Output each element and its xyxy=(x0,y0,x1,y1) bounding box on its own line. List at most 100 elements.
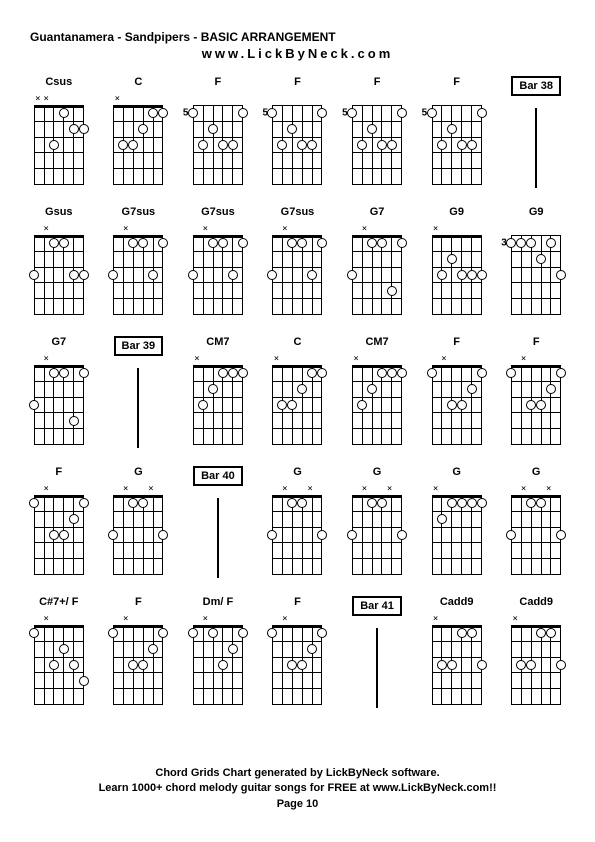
fretboard: 5 xyxy=(272,105,322,185)
chord-diagram: × xyxy=(31,484,87,575)
chord-diagram: 5 xyxy=(349,94,405,185)
finger-dot xyxy=(158,238,168,248)
bar-line xyxy=(137,368,139,448)
finger-dot xyxy=(59,530,69,540)
finger-dot xyxy=(457,498,467,508)
finger-dot xyxy=(138,238,148,248)
finger-dot xyxy=(477,270,487,280)
chord-name: G xyxy=(373,466,382,480)
finger-dot xyxy=(267,530,277,540)
string-marks: ×× xyxy=(272,484,322,494)
chord-diagram: 5 xyxy=(269,94,325,185)
finger-dot xyxy=(267,108,277,118)
finger-dot xyxy=(198,140,208,150)
finger-dot xyxy=(79,676,89,686)
finger-dot xyxy=(118,140,128,150)
chord-cell: CM7× xyxy=(184,336,252,456)
finger-dot xyxy=(457,628,467,638)
finger-dot xyxy=(536,400,546,410)
chord-cell: G7sus× xyxy=(184,206,252,326)
string-marks: × xyxy=(34,224,84,234)
chord-diagram: 5 xyxy=(190,94,246,185)
bar-marker-cell: Bar 40 xyxy=(184,466,252,586)
chord-cell: F5 xyxy=(184,76,252,196)
chord-cell: G93 xyxy=(502,206,570,326)
finger-dot xyxy=(108,628,118,638)
fretboard xyxy=(352,365,402,445)
chord-cell: F5 xyxy=(423,76,491,196)
finger-dot xyxy=(79,124,89,134)
finger-dot xyxy=(297,238,307,248)
chord-diagram: × xyxy=(429,224,485,315)
finger-dot xyxy=(188,108,198,118)
fretboard xyxy=(113,235,163,315)
finger-dot xyxy=(526,498,536,508)
chord-cell: G× xyxy=(423,466,491,586)
finger-dot xyxy=(59,644,69,654)
chord-name: CM7 xyxy=(365,336,388,350)
fretboard xyxy=(432,495,482,575)
chord-diagram: × xyxy=(349,224,405,315)
chord-diagram: × xyxy=(110,94,166,185)
chord-cell: G7sus× xyxy=(264,206,332,326)
chord-cell: G7sus × xyxy=(105,206,173,326)
bar-line xyxy=(217,498,219,578)
chord-name: F xyxy=(533,336,540,350)
fretboard xyxy=(432,365,482,445)
chord-diagram: ×× xyxy=(31,94,87,185)
finger-dot xyxy=(238,238,248,248)
chord-name: G9 xyxy=(529,206,544,220)
chord-diagram: ×× xyxy=(110,484,166,575)
fretboard xyxy=(34,625,84,705)
fretboard xyxy=(113,105,163,185)
finger-dot xyxy=(79,270,89,280)
finger-dot xyxy=(287,238,297,248)
chord-name: F xyxy=(374,76,381,90)
finger-dot xyxy=(526,238,536,248)
finger-dot xyxy=(397,530,407,540)
finger-dot xyxy=(367,124,377,134)
finger-dot xyxy=(437,140,447,150)
finger-dot xyxy=(158,530,168,540)
finger-dot xyxy=(526,660,536,670)
fretboard xyxy=(113,625,163,705)
finger-dot xyxy=(317,530,327,540)
string-marks: × xyxy=(193,354,243,364)
chord-name: G xyxy=(532,466,541,480)
string-marks xyxy=(193,94,243,104)
finger-dot xyxy=(437,660,447,670)
string-marks: × xyxy=(432,484,482,494)
string-marks: ×× xyxy=(511,484,561,494)
finger-dot xyxy=(69,270,79,280)
chord-diagram: × xyxy=(110,224,166,315)
bar-label: Bar 40 xyxy=(193,466,243,486)
chord-name: G7sus xyxy=(122,206,156,220)
finger-dot xyxy=(49,660,59,670)
chord-name: F xyxy=(453,336,460,350)
string-marks: × xyxy=(193,224,243,234)
finger-dot xyxy=(347,108,357,118)
finger-dot xyxy=(228,140,238,150)
chord-name: F xyxy=(215,76,222,90)
string-marks: × xyxy=(193,614,243,624)
chord-cell: G7× xyxy=(25,336,93,456)
chord-name: C xyxy=(134,76,142,90)
finger-dot xyxy=(128,238,138,248)
string-marks: ×× xyxy=(34,94,84,104)
finger-dot xyxy=(218,140,228,150)
finger-dot xyxy=(108,270,118,280)
chord-diagram: ×× xyxy=(349,484,405,575)
fretboard xyxy=(193,365,243,445)
chord-name: Dm/ F xyxy=(203,596,234,610)
string-marks xyxy=(511,224,561,234)
finger-dot xyxy=(59,238,69,248)
footer-line3: Page 10 xyxy=(0,797,595,812)
bar-marker-cell: Bar 39 xyxy=(105,336,173,456)
chord-diagram: × xyxy=(508,614,564,705)
finger-dot xyxy=(467,270,477,280)
chord-diagram: × xyxy=(190,224,246,315)
chord-diagram: × xyxy=(31,614,87,705)
finger-dot xyxy=(267,628,277,638)
finger-dot xyxy=(447,400,457,410)
finger-dot xyxy=(307,140,317,150)
